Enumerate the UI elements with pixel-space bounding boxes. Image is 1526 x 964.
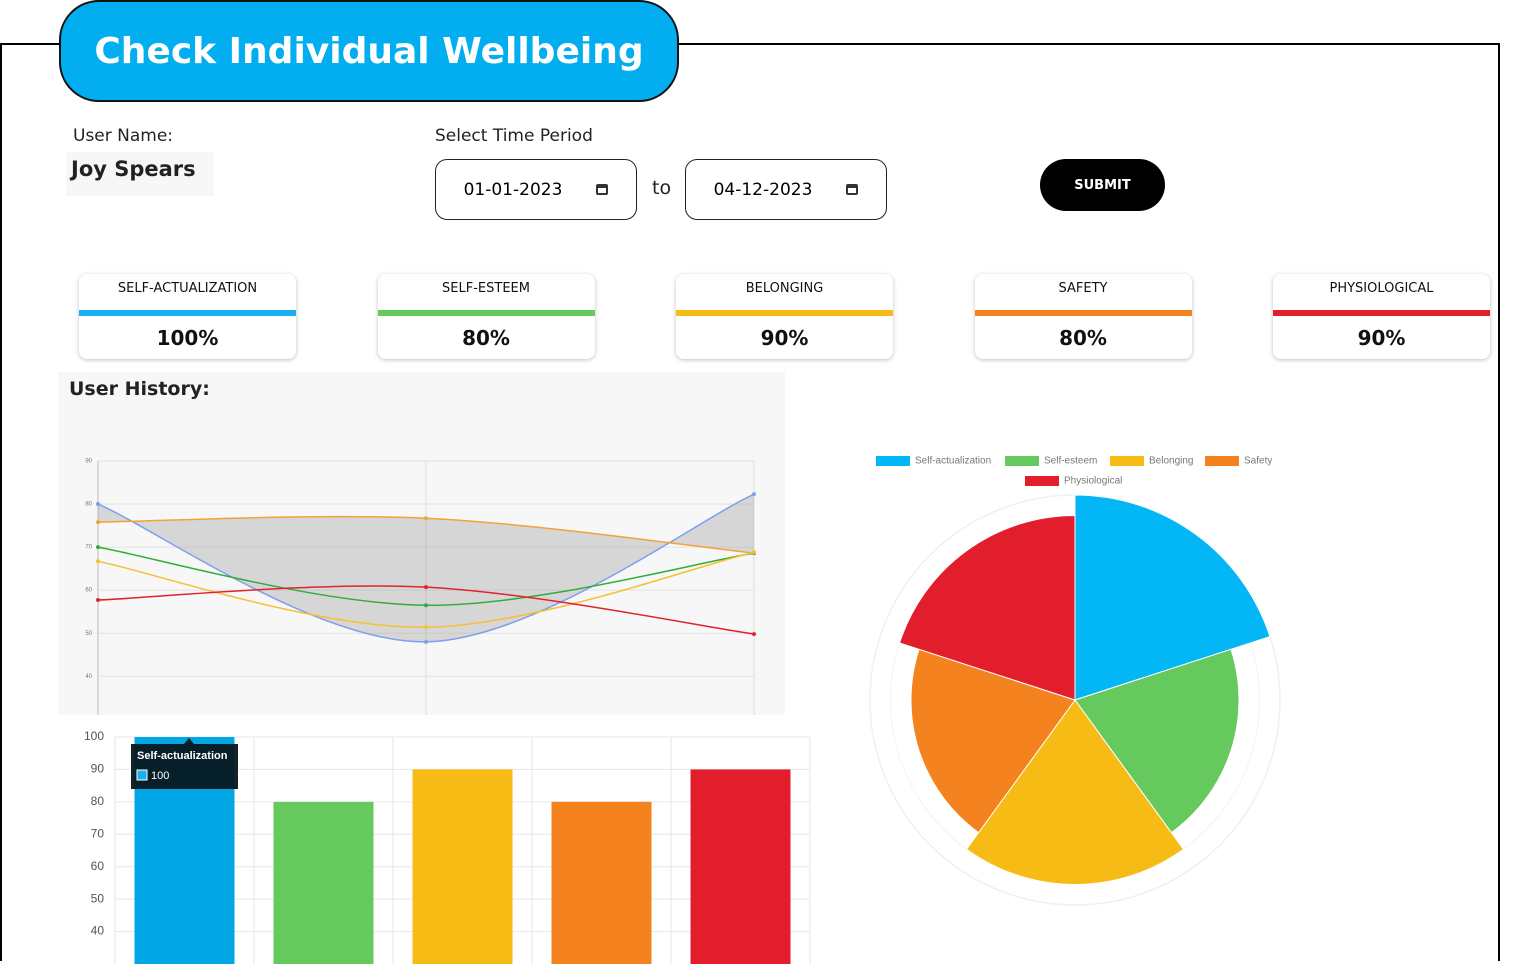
polar-segment	[910, 648, 1076, 834]
legend-label: Physiological	[1064, 476, 1122, 487]
card-label: SELF-ESTEEM	[442, 281, 530, 296]
score-card: BELONGING 90%	[676, 274, 893, 359]
y-tick-label: 70	[85, 545, 92, 551]
y-tick-label: 70	[91, 826, 105, 840]
point	[424, 625, 428, 630]
y-tick-label: 40	[85, 674, 92, 680]
legend-label: Self-esteem	[1044, 456, 1097, 467]
y-tick-label: 50	[91, 891, 105, 905]
tooltip-swatch	[136, 769, 148, 781]
legend-swatch	[1205, 456, 1239, 466]
card-value: 80%	[462, 326, 510, 350]
point	[96, 598, 100, 603]
card-label: SELF-ACTUALIZATION	[117, 281, 258, 296]
point	[752, 492, 756, 497]
y-tick-label: 90	[85, 459, 92, 465]
submit-button[interactable]: SUBMIT	[1040, 159, 1165, 211]
point	[96, 559, 100, 564]
card-value: 90%	[760, 326, 809, 350]
tooltip-value: 100	[151, 770, 169, 782]
history-panel	[58, 372, 785, 715]
legend-label: Belonging	[1149, 456, 1193, 467]
history-label: User History:	[69, 378, 210, 400]
end-date: 04-12-2023	[713, 179, 813, 200]
polar-segment	[898, 514, 1076, 701]
score-card: PHYSIOLOGICAL 90%	[1273, 274, 1490, 359]
user-name: Joy Spears	[66, 152, 214, 196]
area-fill	[98, 494, 754, 642]
card-color-bar	[1273, 310, 1490, 316]
card-color-bar	[377, 310, 595, 316]
legend-swatch	[1110, 456, 1144, 466]
point	[96, 520, 100, 525]
polar-segment	[1074, 648, 1240, 834]
calendar-icon[interactable]	[846, 184, 859, 195]
y-tick-label: 80	[91, 794, 105, 808]
end-date-input[interactable]: 04-12-2023	[685, 159, 887, 220]
polar-segment	[1074, 494, 1271, 701]
score-card: SELF-ESTEEM 80%	[377, 274, 595, 359]
start-date-input[interactable]: 01-01-2023	[435, 159, 637, 220]
y-tick-label: 60	[91, 859, 105, 873]
polar-segment	[965, 699, 1185, 885]
point	[96, 545, 100, 550]
period-label: Select Time Period	[435, 126, 593, 146]
point	[424, 585, 428, 590]
card-label: SAFETY	[1058, 281, 1108, 296]
card-value: 90%	[1357, 326, 1406, 350]
score-card: SELF-ACTUALIZATION 100%	[79, 274, 296, 359]
card-color-bar	[676, 310, 893, 316]
y-tick-label: 50	[85, 631, 92, 637]
bar	[690, 769, 791, 964]
page-title: Check Individual Wellbeing	[59, 0, 679, 102]
legend-swatch	[876, 456, 910, 466]
separator: to	[652, 177, 672, 199]
point	[752, 632, 756, 637]
tooltip-box	[131, 738, 238, 789]
point	[424, 603, 428, 608]
bar	[412, 769, 513, 964]
y-tick-label: 90	[91, 762, 105, 776]
user-label: User Name:	[73, 126, 174, 146]
calendar-icon[interactable]	[596, 184, 609, 195]
bar	[273, 801, 374, 964]
tooltip-title: Self-actualization	[137, 750, 228, 762]
legend-swatch	[1005, 456, 1039, 466]
y-tick-label: 80	[85, 502, 92, 508]
point	[424, 516, 428, 521]
bar	[551, 801, 652, 964]
start-date: 01-01-2023	[463, 179, 563, 200]
card-label: BELONGING	[745, 281, 824, 296]
y-tick-label: 60	[85, 588, 92, 594]
point	[424, 639, 428, 644]
card-value: 80%	[1059, 326, 1107, 350]
y-tick-label: 40	[91, 924, 105, 938]
card-value: 100%	[156, 326, 219, 350]
legend-swatch	[1025, 476, 1059, 486]
frame	[0, 43, 1500, 961]
card-color-bar	[974, 310, 1192, 316]
point	[96, 502, 100, 507]
card-label: PHYSIOLOGICAL	[1329, 281, 1434, 296]
legend-label: Self-actualization	[915, 456, 991, 467]
score-card: SAFETY 80%	[974, 274, 1192, 359]
point	[752, 550, 756, 555]
legend-label: Safety	[1244, 456, 1272, 467]
y-tick-label: 100	[84, 729, 104, 743]
card-color-bar	[79, 310, 296, 316]
